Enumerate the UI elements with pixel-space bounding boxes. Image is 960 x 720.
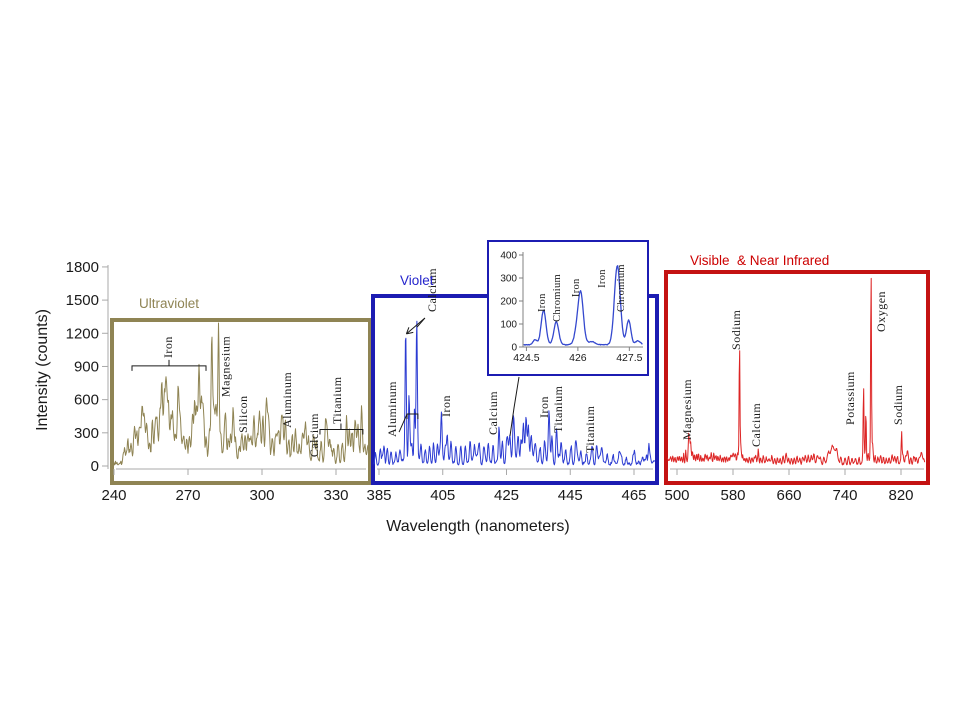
- element-label: Aluminum: [385, 381, 399, 437]
- element-label: Calcium: [486, 391, 500, 435]
- inset-element-label: Chromium: [552, 274, 563, 322]
- element-label: Calcium: [749, 403, 763, 447]
- element-label: Magnesium: [218, 336, 232, 397]
- generated-chart-layers: 0 300 600 900 1200 1500 1800 240 270 300 330 Iron Ma…: [66, 240, 930, 504]
- x-tick-label: 405: [430, 487, 455, 504]
- element-label: Titanium: [551, 385, 565, 433]
- x-tick-label: 300: [249, 487, 274, 504]
- inset-x-tick-label: 424.5: [513, 352, 539, 364]
- element-label: Magnesium: [680, 379, 694, 440]
- region-title-visible-near-infrared: Visible & Near Infrared: [690, 253, 829, 268]
- y-tick-label: 1200: [66, 325, 99, 342]
- inset-y-tick-label: 300: [500, 274, 517, 285]
- annotation-bracket: [319, 423, 364, 435]
- element-label: Calcium: [307, 413, 321, 457]
- inset-y-tick-label: 0: [511, 343, 517, 354]
- element-label: Calcium: [425, 268, 439, 312]
- element-label: Iron: [537, 396, 551, 418]
- x-tick-label: 385: [366, 487, 391, 504]
- x-tick-label: 740: [832, 487, 857, 504]
- element-label: Iron: [161, 336, 175, 358]
- x-axis-title: Wavelength (nanometers): [386, 518, 570, 535]
- red-spectrum-line: [666, 277, 926, 466]
- inset-y-tick-label: 200: [500, 297, 517, 308]
- element-label: Iron: [439, 395, 453, 417]
- element-label: Sodium: [891, 384, 905, 425]
- annotation-leader-line: [416, 317, 426, 328]
- x-tick-label: 240: [101, 487, 126, 504]
- element-label: Oxygen: [874, 291, 888, 332]
- annotation-bracket: [406, 413, 419, 420]
- inset-x-tick-label: 426: [569, 352, 587, 364]
- y-tick-label: 900: [74, 358, 99, 375]
- element-label: Aluminum: [280, 372, 294, 428]
- inset-element-label: Chromium: [616, 264, 627, 312]
- element-label: Potassium: [843, 371, 857, 425]
- inset-element-label: Iron: [571, 278, 582, 297]
- red-region-box: [664, 270, 930, 485]
- violet-spectrum-line: [373, 320, 656, 466]
- x-tick-label: 445: [558, 487, 583, 504]
- uv-region-box: [110, 318, 372, 485]
- x-tick-label: 330: [323, 487, 348, 504]
- inset-x-tick-label: 427.5: [616, 352, 642, 364]
- uv-spectrum-line: [112, 322, 369, 466]
- y-tick-label: 300: [74, 425, 99, 442]
- annotation-leader-line: [406, 317, 426, 335]
- inset-y-tick-label: 100: [500, 320, 517, 331]
- y-tick-label: 0: [91, 458, 99, 475]
- inset-spectrum-line: [523, 265, 643, 346]
- region-title-ultraviolet: Ultraviolet: [139, 296, 199, 311]
- x-tick-label: 270: [175, 487, 200, 504]
- element-label: Titanium: [330, 376, 344, 424]
- element-label: Sodium: [729, 309, 743, 350]
- x-tick-label: 465: [621, 487, 646, 504]
- x-tick-label: 500: [664, 487, 689, 504]
- inset-element-label: Iron: [597, 269, 608, 288]
- x-tick-label: 820: [888, 487, 913, 504]
- x-tick-label: 425: [494, 487, 519, 504]
- y-axis-title: Intensity (counts): [34, 309, 51, 431]
- region-title-violet: Violet: [400, 273, 434, 288]
- annotation-bracket: [131, 359, 207, 371]
- inset-y-tick-label: 400: [500, 251, 517, 262]
- inset-element-label: Iron: [537, 293, 548, 312]
- y-tick-label: 600: [74, 392, 99, 409]
- inset-leader-line: [509, 376, 520, 437]
- annotation-arrowhead: [405, 327, 410, 335]
- element-label: Titanium: [583, 405, 597, 453]
- element-label: Silicon: [236, 395, 250, 433]
- annotation-arrowhead: [406, 331, 414, 335]
- y-tick-label: 1500: [66, 292, 99, 309]
- annotation-leader-line: [398, 413, 408, 433]
- x-tick-label: 660: [776, 487, 801, 504]
- x-tick-label: 580: [720, 487, 745, 504]
- y-tick-label: 1800: [66, 259, 99, 276]
